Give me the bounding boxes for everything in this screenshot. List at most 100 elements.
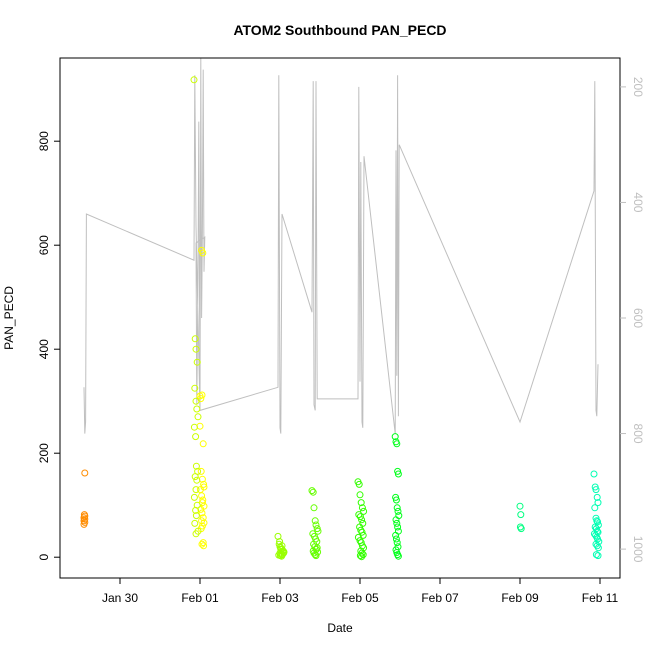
data-point	[357, 499, 365, 507]
data-point	[196, 422, 204, 430]
data-point	[192, 486, 200, 494]
data-point	[198, 540, 206, 548]
x-tick-label: Jan 30	[102, 591, 138, 605]
data-point	[590, 470, 598, 478]
data-point	[191, 384, 199, 392]
data-point	[190, 423, 198, 431]
data-point	[198, 492, 206, 500]
data-point	[392, 531, 400, 539]
data-point	[198, 246, 206, 254]
data-point	[192, 506, 200, 514]
data-point	[192, 530, 200, 538]
data-point	[312, 521, 320, 529]
data-point	[592, 551, 600, 559]
axes: Jan 30 Feb 01 Feb 03 Feb 05 Feb 07 Feb 09 Feb …	[37, 57, 645, 605]
x-tick-label: Feb 09	[501, 591, 539, 605]
data-point	[392, 516, 400, 524]
y-tick-label: 800	[37, 131, 51, 151]
data-point	[358, 516, 366, 524]
data-point	[394, 527, 402, 535]
data-point	[359, 519, 367, 527]
data-point	[592, 486, 600, 494]
data-point	[197, 467, 205, 475]
data-point	[392, 535, 400, 543]
data-point	[358, 528, 366, 536]
data-point	[394, 470, 402, 478]
data-point	[591, 523, 599, 531]
data-point	[393, 539, 401, 547]
right-tick-label: 200	[631, 77, 645, 97]
data-point	[356, 552, 364, 560]
data-point	[594, 499, 602, 507]
data-point	[391, 433, 399, 441]
y-tick-label: 600	[37, 235, 51, 255]
y-axis-label: PAN_PECD	[2, 286, 16, 350]
x-tick-label: Feb 01	[181, 591, 219, 605]
data-point	[593, 517, 601, 525]
x-tick-label: Feb 05	[341, 591, 379, 605]
data-point	[200, 483, 208, 491]
data-point	[358, 553, 366, 561]
data-point	[192, 345, 200, 353]
data-point	[394, 507, 402, 515]
data-point	[356, 491, 364, 499]
x-tick-label: Feb 03	[261, 591, 299, 605]
data-point	[311, 517, 319, 525]
data-point	[394, 523, 402, 531]
data-point	[392, 496, 400, 504]
data-point	[192, 433, 200, 441]
x-axis-label: Date	[327, 621, 353, 635]
x-tick-label: Feb 11	[582, 591, 619, 605]
data-point	[393, 504, 401, 512]
data-point	[192, 462, 200, 470]
data-point	[200, 542, 208, 550]
data-point	[311, 551, 319, 559]
data-point	[310, 504, 318, 512]
data-point	[80, 511, 88, 519]
data-point	[81, 469, 89, 477]
data-point	[313, 544, 321, 552]
data-point	[197, 505, 205, 513]
y-tick-label: 400	[37, 339, 51, 359]
data-point	[191, 473, 199, 481]
data-point	[516, 502, 524, 510]
pressure-trace	[83, 58, 599, 434]
data-point	[358, 504, 366, 512]
pressure-line	[83, 58, 599, 434]
data-point	[193, 405, 201, 413]
data-point	[395, 512, 403, 520]
data-point	[200, 480, 208, 488]
data-point	[393, 440, 401, 448]
data-point	[190, 493, 198, 501]
x-tick-label: Feb 07	[421, 591, 459, 605]
data-point	[192, 512, 200, 520]
data-point	[593, 493, 601, 501]
data-point	[193, 358, 201, 366]
right-tick-label: 1000	[631, 536, 645, 563]
data-point	[191, 519, 199, 527]
data-point	[199, 539, 207, 547]
data-point	[191, 335, 199, 343]
data-point	[355, 511, 363, 519]
data-point	[517, 525, 525, 533]
plot-frame	[59, 57, 621, 579]
data-point	[190, 76, 198, 84]
data-point	[198, 391, 206, 399]
data-point	[394, 552, 402, 560]
data-point	[592, 540, 600, 548]
data-point	[192, 397, 200, 405]
data-point	[193, 476, 201, 484]
data-point	[393, 519, 401, 527]
data-point	[198, 509, 206, 517]
data-point	[591, 504, 599, 512]
data-point	[194, 413, 202, 421]
right-tick-label: 400	[631, 192, 645, 212]
data-point	[308, 487, 316, 495]
data-point	[360, 507, 368, 515]
data-point	[309, 488, 317, 496]
data-point	[199, 440, 207, 448]
right-tick-label: 800	[631, 424, 645, 444]
data-point	[356, 513, 364, 521]
data-point	[594, 544, 602, 552]
